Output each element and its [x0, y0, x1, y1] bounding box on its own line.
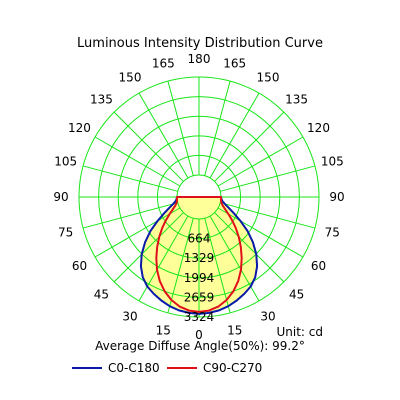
angle-label-right-165: 165: [223, 57, 246, 71]
grid-spoke-255: [82, 165, 178, 192]
grid-spoke-120: [217, 136, 304, 187]
grid-spoke-150: [209, 92, 260, 179]
angle-label-right-105: 105: [321, 154, 344, 168]
grid-layer: [78, 76, 320, 318]
series-line-c0-c180: [139, 196, 259, 315]
diffuse-angle-label: Average Diffuse Angle(50%): 99.2°: [95, 339, 305, 353]
angle-label-left-105: 105: [54, 154, 77, 168]
legend-label-c0: C0-C180: [108, 361, 160, 375]
chart-title: Luminous Intensity Distribution Curve: [77, 36, 323, 51]
grid-spoke-45: [214, 212, 285, 283]
grid-spoke-240: [94, 136, 181, 187]
angle-label-right-15: 15: [227, 323, 242, 337]
legend-label-c90: C90-C270: [203, 361, 263, 375]
legend-swatch-c0: [72, 367, 102, 369]
grid-spoke-60: [217, 207, 304, 258]
angle-label-right-120: 120: [307, 121, 330, 135]
angle-label-left-75: 75: [58, 226, 73, 240]
angle-label-left-90: 90: [53, 190, 68, 204]
grid-spoke-105: [220, 165, 316, 192]
grid-spoke-135: [214, 111, 285, 182]
angle-label-left-45: 45: [94, 288, 109, 302]
grid-spoke-285: [82, 202, 178, 229]
series-line-c90-c270: [155, 196, 243, 313]
angle-label-right-30: 30: [260, 310, 275, 324]
ring-label-1329: 1329: [184, 251, 215, 265]
angle-label-right-135: 135: [285, 92, 308, 106]
grid-spoke-75: [220, 202, 316, 229]
curve-layer: [139, 196, 259, 315]
grid-spoke-15: [204, 218, 231, 314]
angle-label-left-60: 60: [72, 259, 87, 273]
angle-label-left-0: 0: [195, 328, 203, 342]
angle-label-left-15: 15: [156, 323, 171, 337]
grid-spoke-210: [138, 92, 189, 179]
angle-label-right-75: 75: [325, 226, 340, 240]
angle-label-right-150: 150: [257, 70, 280, 84]
ring-label-2659: 2659: [184, 290, 215, 304]
ring-label-3324: 3324: [184, 310, 215, 324]
grid-spoke-315: [113, 212, 184, 283]
angle-label-right-60: 60: [311, 259, 326, 273]
legend-item-c0: C0-C180: [72, 359, 160, 377]
angle-label-left-135: 135: [90, 92, 113, 106]
angle-label-left-180: 180: [188, 52, 211, 66]
angle-label-left-30: 30: [122, 310, 137, 324]
angle-label-right-45: 45: [289, 288, 304, 302]
legend: C0-C180 C90-C270: [72, 359, 372, 377]
grid-spoke-195: [167, 80, 194, 176]
legend-item-c90: C90-C270: [167, 359, 262, 377]
legend-swatch-c90: [167, 367, 197, 369]
unit-label: Unit: cd: [276, 325, 324, 339]
grid-spoke-300: [94, 207, 181, 258]
angle-label-left-150: 150: [119, 70, 142, 84]
ring-label-664: 664: [188, 232, 211, 246]
angle-label-left-120: 120: [68, 121, 91, 135]
ring-label-1994: 1994: [184, 271, 215, 285]
grid-spoke-165: [204, 80, 231, 176]
angle-label-left-165: 165: [152, 57, 175, 71]
angle-label-right-90: 90: [329, 190, 344, 204]
grid-spoke-345: [167, 218, 194, 314]
grid-spoke-225: [113, 111, 184, 182]
